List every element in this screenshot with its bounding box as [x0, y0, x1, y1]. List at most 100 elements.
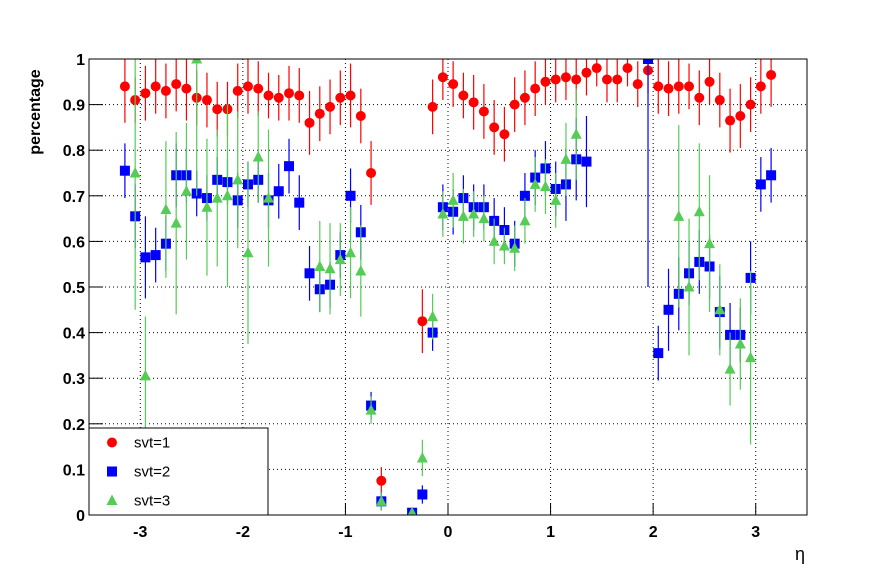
marker [139, 369, 151, 381]
marker [314, 108, 325, 119]
marker [201, 95, 212, 106]
marker [252, 151, 264, 162]
marker [734, 338, 746, 349]
marker [458, 90, 469, 101]
marker [304, 117, 315, 128]
marker [663, 304, 674, 315]
marker [591, 63, 602, 74]
marker [314, 260, 326, 271]
marker [345, 90, 356, 101]
marker [170, 217, 182, 228]
marker [324, 262, 336, 274]
marker [150, 81, 161, 92]
marker [673, 81, 684, 92]
marker [560, 153, 572, 164]
marker [745, 351, 757, 363]
marker [530, 83, 541, 94]
marker [684, 81, 695, 92]
y-tick-label: 0.2 [63, 417, 85, 434]
marker [160, 203, 172, 214]
marker [427, 310, 439, 322]
marker [417, 316, 428, 327]
marker [632, 79, 643, 90]
marker [221, 189, 233, 201]
marker [499, 129, 510, 140]
marker [468, 97, 479, 108]
legend-label: svt=1 [134, 435, 170, 452]
y-axis-label: percentage [27, 69, 44, 154]
x-tick-label: -3 [133, 524, 147, 541]
marker [150, 250, 161, 261]
data-marks [119, 59, 777, 515]
marker [242, 81, 253, 92]
marker [509, 99, 520, 110]
x-tick-label: 2 [649, 524, 658, 541]
marker [571, 74, 582, 85]
grid [89, 58, 807, 516]
marker [447, 194, 459, 205]
marker [714, 303, 726, 315]
y-tick-label: 0.1 [63, 462, 85, 479]
y-tick-label: 0.8 [63, 143, 85, 160]
x-tick-label: -2 [236, 524, 250, 541]
marker [693, 205, 705, 217]
marker [673, 210, 685, 221]
marker [560, 72, 571, 83]
marker [273, 92, 284, 103]
marker [653, 81, 664, 92]
x-tick-label: 0 [444, 524, 453, 541]
marker [581, 67, 592, 78]
marker [140, 252, 151, 263]
legend-label: svt=2 [134, 464, 170, 481]
marker [106, 494, 118, 505]
marker [683, 281, 695, 292]
marker [253, 83, 264, 94]
marker [478, 106, 489, 117]
marker [294, 197, 305, 208]
marker [519, 214, 531, 226]
marker [622, 63, 633, 74]
marker [581, 156, 592, 167]
x-tick-label: -1 [338, 524, 352, 541]
marker [375, 495, 387, 506]
marker [704, 237, 716, 249]
marker [766, 69, 777, 80]
marker [355, 111, 366, 121]
x-tick-label: 3 [751, 524, 760, 541]
marker [119, 165, 130, 176]
marker [457, 210, 469, 221]
marker [191, 59, 203, 64]
marker [550, 194, 562, 205]
marker [335, 92, 346, 103]
marker [663, 83, 674, 94]
marker [232, 173, 244, 185]
marker [242, 246, 254, 258]
marker [417, 489, 428, 500]
marker [478, 212, 490, 224]
marker [304, 268, 315, 279]
marker [107, 466, 117, 477]
marker [284, 88, 295, 99]
marker [181, 83, 192, 94]
marker [211, 192, 223, 203]
marker [714, 95, 725, 106]
marker [529, 178, 541, 189]
marker [745, 99, 756, 110]
y-tick-label: 0.9 [63, 98, 85, 115]
marker [171, 79, 182, 90]
marker [180, 185, 192, 196]
marker [601, 74, 612, 85]
marker [519, 190, 530, 201]
marker [704, 76, 715, 87]
marker [489, 122, 500, 133]
marker [325, 101, 336, 112]
marker [735, 111, 746, 121]
marker [273, 186, 284, 197]
marker [107, 437, 117, 448]
marker [365, 404, 377, 415]
marker [160, 85, 171, 96]
marker [263, 90, 274, 101]
marker [468, 208, 480, 219]
marker [345, 246, 357, 258]
marker [498, 239, 510, 251]
